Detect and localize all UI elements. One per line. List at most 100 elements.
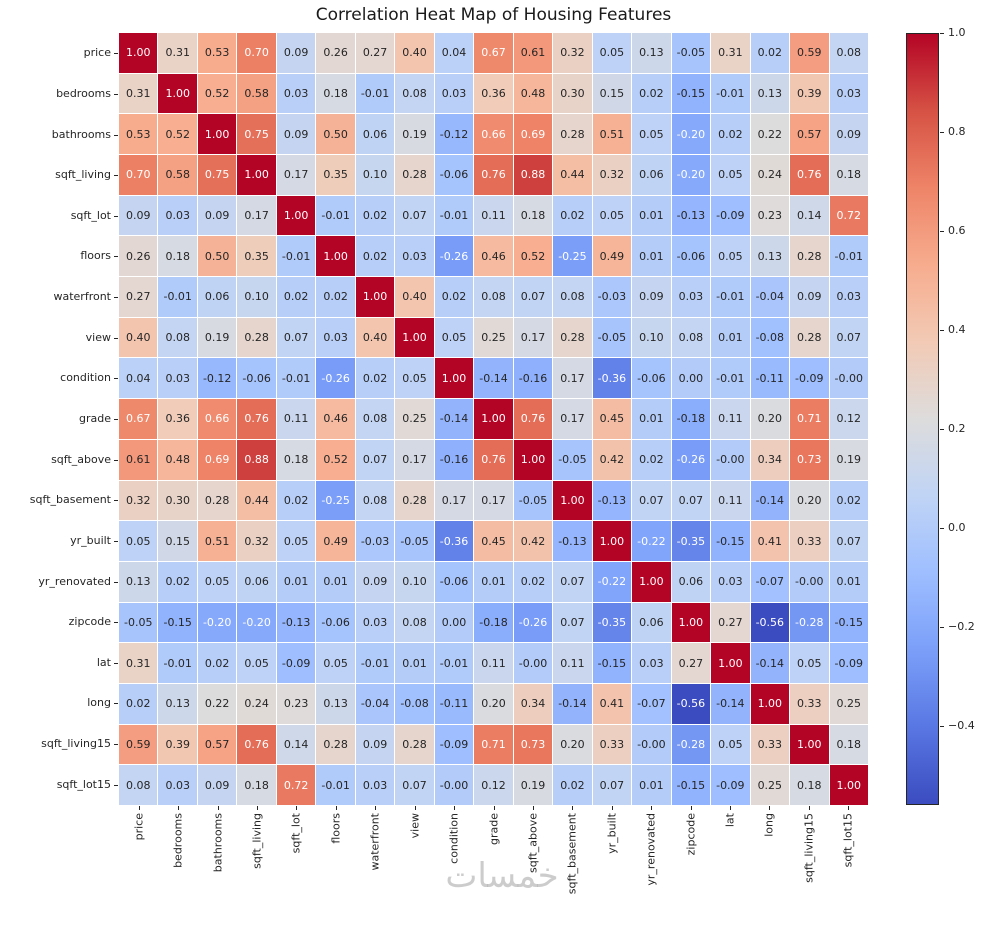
x-axis-label: bathrooms — [211, 813, 225, 873]
heatmap-cell: 0.17 — [553, 399, 592, 439]
y-axis-label: sqft_lot — [70, 208, 111, 222]
heatmap-cell: 0.02 — [513, 561, 553, 602]
heatmap-cell: -0.00 — [790, 561, 829, 602]
heatmap-cell: -0.56 — [750, 602, 790, 643]
heatmap-cell: 0.15 — [592, 73, 632, 114]
heatmap-cell: 0.06 — [632, 602, 671, 643]
heatmap-cell: 0.31 — [711, 33, 750, 73]
heatmap-cell: 0.19 — [197, 317, 237, 358]
x-tick-mark — [336, 806, 337, 810]
heatmap-cell: 0.07 — [829, 317, 868, 358]
x-tick-mark — [612, 806, 613, 810]
heatmap-cell: 0.18 — [513, 195, 553, 236]
heatmap-cell: 0.42 — [592, 439, 632, 480]
heatmap-cell: 0.52 — [158, 114, 197, 155]
y-axis-label: yr_built — [70, 533, 111, 547]
heatmap-cell: 0.07 — [592, 765, 632, 805]
colorbar-tick-mark — [940, 330, 944, 331]
x-axis-label: zipcode — [684, 813, 698, 856]
heatmap-cell: -0.05 — [395, 521, 434, 561]
heatmap-cell: 0.73 — [513, 724, 553, 765]
heatmap-cell: 0.02 — [632, 73, 671, 114]
heatmap-cell: -0.18 — [671, 399, 711, 439]
heatmap-cell: 0.03 — [671, 277, 711, 317]
heatmap-cell: -0.08 — [395, 683, 434, 724]
heatmap-cell: 0.02 — [197, 643, 237, 683]
heatmap-cell: 0.10 — [355, 155, 395, 195]
x-tick-mark — [218, 806, 219, 810]
heatmap-cell: -0.11 — [750, 358, 790, 399]
heatmap-cell: 0.20 — [553, 724, 592, 765]
y-tick-mark — [114, 663, 118, 664]
heatmap-cell: -0.00 — [513, 643, 553, 683]
heatmap-cell: -0.18 — [474, 602, 513, 643]
heatmap-cell: 0.08 — [158, 317, 197, 358]
heatmap-cell: 0.18 — [276, 439, 316, 480]
x-tick-mark — [415, 806, 416, 810]
heatmap-cell: 0.45 — [474, 521, 513, 561]
heatmap-cell: 0.34 — [750, 439, 790, 480]
heatmap-cell: 0.14 — [276, 724, 316, 765]
heatmap-cell: 0.01 — [632, 236, 671, 277]
y-axis-label: zipcode — [68, 615, 111, 629]
heatmap-cell: 0.70 — [119, 155, 158, 195]
heatmap-cell: 0.17 — [474, 480, 513, 521]
heatmap-cell: -0.15 — [711, 521, 750, 561]
heatmap-cell: 0.03 — [829, 73, 868, 114]
heatmap-cell: 0.66 — [197, 399, 237, 439]
heatmap-cell: 0.01 — [711, 317, 750, 358]
heatmap-cell: -0.14 — [434, 399, 474, 439]
colorbar-tick-mark — [940, 132, 944, 133]
y-tick-mark — [114, 378, 118, 379]
colorbar — [906, 33, 939, 805]
heatmap-cell: 0.13 — [316, 683, 355, 724]
heatmap-cell: 0.28 — [790, 236, 829, 277]
heatmap-cell: -0.01 — [276, 358, 316, 399]
heatmap-cell: 0.01 — [632, 195, 671, 236]
heatmap-cell: 1.00 — [395, 317, 434, 358]
x-tick-mark — [375, 806, 376, 810]
x-axis-label: sqft_above — [526, 813, 540, 873]
heatmap-cell: -0.15 — [671, 765, 711, 805]
x-axis-label: sqft_lot15 — [841, 813, 855, 868]
y-axis-label: long — [87, 696, 111, 710]
heatmap-cell: 0.20 — [790, 480, 829, 521]
colorbar-tick-mark — [940, 231, 944, 232]
heatmap-cell: 0.71 — [474, 724, 513, 765]
heatmap-cell: -0.09 — [434, 724, 474, 765]
heatmap-cell: 0.07 — [355, 439, 395, 480]
heatmap-cell: -0.26 — [513, 602, 553, 643]
heatmap-cell: 0.12 — [829, 399, 868, 439]
heatmap-cell: 0.13 — [750, 236, 790, 277]
heatmap-cell: 0.23 — [750, 195, 790, 236]
heatmap-cell: 0.52 — [513, 236, 553, 277]
x-axis-label: price — [132, 813, 146, 841]
heatmap-cell: -0.16 — [513, 358, 553, 399]
heatmap-cell: 0.03 — [632, 643, 671, 683]
heatmap-cell: 0.05 — [119, 521, 158, 561]
heatmap-cell: 0.44 — [237, 480, 276, 521]
heatmap-cell: -0.04 — [750, 277, 790, 317]
heatmap-cell: -0.06 — [671, 236, 711, 277]
heatmap-cell: 0.28 — [790, 317, 829, 358]
heatmap-cell: 0.09 — [355, 561, 395, 602]
heatmap-cell: 0.76 — [474, 155, 513, 195]
heatmap-cell: 0.46 — [316, 399, 355, 439]
x-tick-mark — [691, 806, 692, 810]
heatmap-cell: 0.06 — [671, 561, 711, 602]
heatmap-cell: 0.08 — [395, 602, 434, 643]
heatmap-cell: -0.03 — [355, 521, 395, 561]
heatmap-cell: 1.00 — [711, 643, 750, 683]
heatmap-cell: -0.16 — [434, 439, 474, 480]
heatmap-cell: 0.05 — [395, 358, 434, 399]
heatmap-cell: 0.40 — [395, 277, 434, 317]
heatmap-cell: 0.01 — [276, 561, 316, 602]
x-tick-mark — [572, 806, 573, 810]
heatmap-cell: 0.09 — [829, 114, 868, 155]
heatmap-cell: 0.20 — [750, 399, 790, 439]
heatmap-cell: 1.00 — [474, 399, 513, 439]
x-axis-label: long — [762, 813, 776, 837]
y-tick-mark — [114, 622, 118, 623]
colorbar-tick-mark — [940, 33, 944, 34]
heatmap-cell: 0.03 — [316, 317, 355, 358]
